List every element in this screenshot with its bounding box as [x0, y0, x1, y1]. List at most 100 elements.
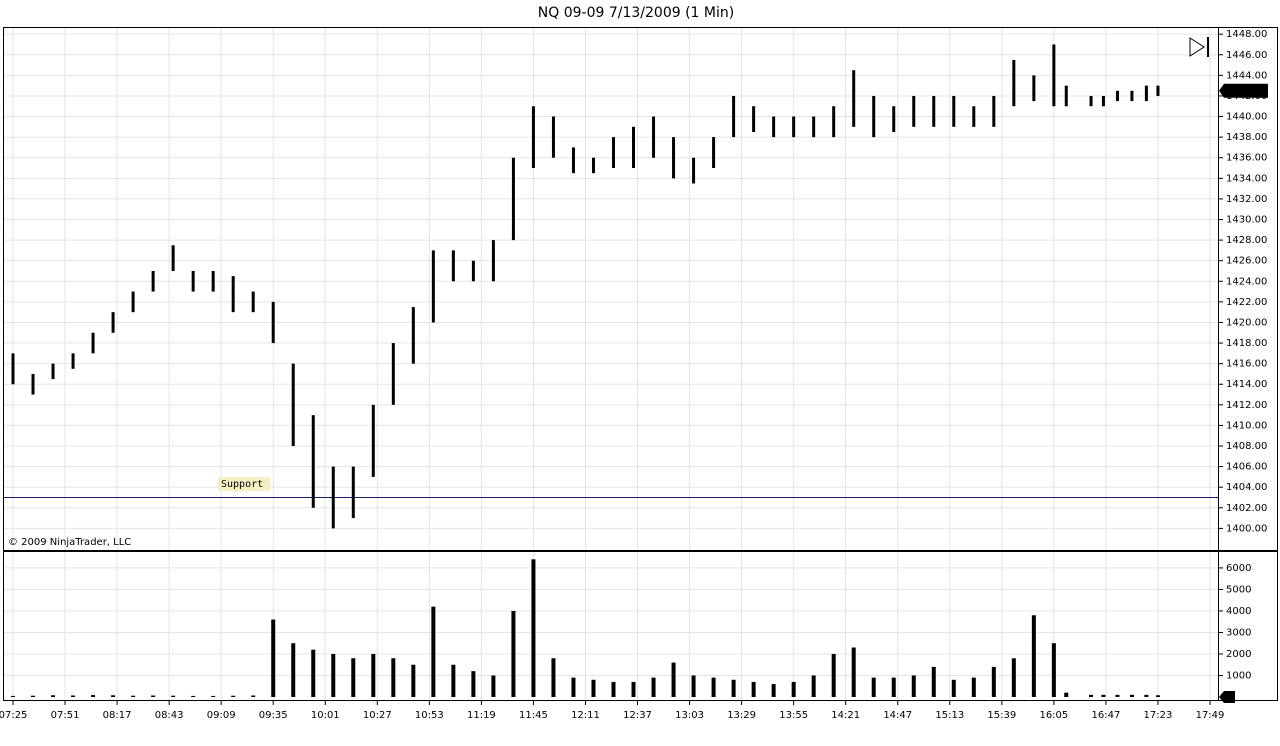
x-tick-label: 13:03 — [675, 710, 704, 721]
x-tick-label: 11:19 — [467, 710, 496, 721]
x-tick-label: 15:13 — [935, 710, 964, 721]
y-tick-label: 1446.00 — [1226, 50, 1267, 61]
y-tick-label: 1426.00 — [1226, 256, 1267, 267]
volume-bar — [11, 695, 15, 697]
price-bar — [792, 116, 796, 138]
volume-bar — [651, 677, 656, 697]
y-tick-label: 1404.00 — [1226, 482, 1267, 493]
volume-bar — [1101, 694, 1106, 697]
last-volume-badge — [1219, 690, 1235, 703]
price-bar — [832, 106, 836, 138]
price-bar — [331, 466, 335, 529]
volume-bar — [311, 649, 316, 697]
price-bar — [672, 137, 676, 179]
y-tick-label: 1402.00 — [1226, 503, 1267, 514]
volume-bar — [591, 679, 596, 697]
volume-bar — [211, 695, 216, 697]
volume-bar — [531, 559, 536, 697]
x-tick-label: 12:11 — [571, 710, 600, 721]
volume-bar — [1064, 692, 1069, 697]
volume-bar — [131, 695, 136, 697]
price-bar — [131, 291, 135, 313]
y-tick-label: 6000 — [1226, 563, 1251, 574]
volume-bar — [451, 664, 456, 697]
price-bar — [1064, 85, 1068, 107]
volume-bar — [751, 681, 756, 697]
volume-bar — [711, 677, 716, 697]
y-tick-label: 4000 — [1226, 606, 1251, 617]
y-tick-label: 1406.00 — [1226, 462, 1267, 473]
price-bar — [71, 353, 75, 369]
price-bar — [391, 343, 395, 405]
y-tick-label: 1436.00 — [1226, 153, 1267, 164]
price-bar — [1115, 90, 1119, 102]
price-bar — [892, 106, 896, 132]
price-bar — [732, 95, 736, 138]
price-bar — [111, 312, 115, 333]
price-bar — [852, 70, 856, 127]
volume-bar — [691, 675, 696, 697]
volume-bar — [251, 695, 256, 697]
volume-bar — [1011, 658, 1016, 697]
x-tick-label: 08:17 — [103, 710, 132, 721]
volume-bar — [791, 681, 796, 697]
price-bar — [551, 116, 555, 158]
price-bar — [431, 250, 435, 323]
volume-bar — [331, 653, 336, 697]
y-tick-label: 1412.00 — [1226, 400, 1267, 411]
y-tick-label: 1424.00 — [1226, 276, 1267, 287]
volume-bar — [731, 679, 736, 697]
price-bar — [11, 353, 15, 385]
price-bar — [872, 95, 876, 138]
volume-bar — [191, 695, 196, 697]
price-bar — [151, 270, 155, 292]
volume-bar — [291, 643, 296, 697]
price-bar — [531, 106, 535, 169]
volume-bar — [271, 619, 276, 697]
volume-bar — [351, 658, 356, 697]
price-bar — [1144, 85, 1148, 102]
price-bar — [291, 363, 295, 447]
volume-bar — [851, 647, 856, 697]
volume-bar — [231, 695, 236, 697]
price-bar — [491, 240, 495, 282]
volume-bar — [111, 695, 116, 697]
y-tick-label: 1432.00 — [1226, 194, 1267, 205]
y-tick-label: 5000 — [1226, 584, 1251, 595]
y-tick-label: 1414.00 — [1226, 379, 1267, 390]
price-bar — [632, 126, 636, 169]
x-tick-label: 10:53 — [415, 710, 444, 721]
x-tick-label: 09:09 — [207, 710, 236, 721]
support-label-bg — [218, 477, 270, 491]
price-bar — [772, 116, 776, 138]
volume-bar — [831, 653, 836, 697]
chart-title: NQ 09-09 7/13/2009 (1 Min) — [538, 5, 734, 21]
price-bar — [91, 332, 95, 354]
last-price-label: 1442.50 — [1227, 86, 1268, 97]
volume-bar — [371, 653, 376, 697]
y-tick-label: 1408.00 — [1226, 441, 1267, 452]
scroll-button[interactable] — [1189, 37, 1209, 57]
x-tick-label: 13:29 — [727, 710, 756, 721]
volume-bar — [31, 695, 36, 697]
price-bar — [712, 137, 716, 169]
y-tick-label: 1448.00 — [1226, 29, 1267, 40]
price-bar — [692, 157, 696, 184]
volume-bar — [911, 675, 916, 697]
price-panel — [3, 27, 1278, 551]
price-bar — [411, 307, 415, 364]
y-tick-label: 1418.00 — [1226, 338, 1267, 349]
last-price-badge — [1219, 83, 1268, 98]
volume-bar — [411, 664, 416, 697]
x-tick-label: 16:05 — [1039, 710, 1068, 721]
volume-bar — [611, 681, 616, 697]
x-tick-label: 11:45 — [519, 710, 548, 721]
copyright: © 2009 NinjaTrader, LLC — [8, 537, 131, 548]
x-tick-label: 07:51 — [51, 710, 80, 721]
price-bar — [571, 147, 575, 174]
x-tick-label: 10:27 — [363, 710, 392, 721]
volume-bar — [931, 666, 936, 697]
price-bar — [171, 245, 175, 271]
price-bar — [912, 95, 916, 127]
